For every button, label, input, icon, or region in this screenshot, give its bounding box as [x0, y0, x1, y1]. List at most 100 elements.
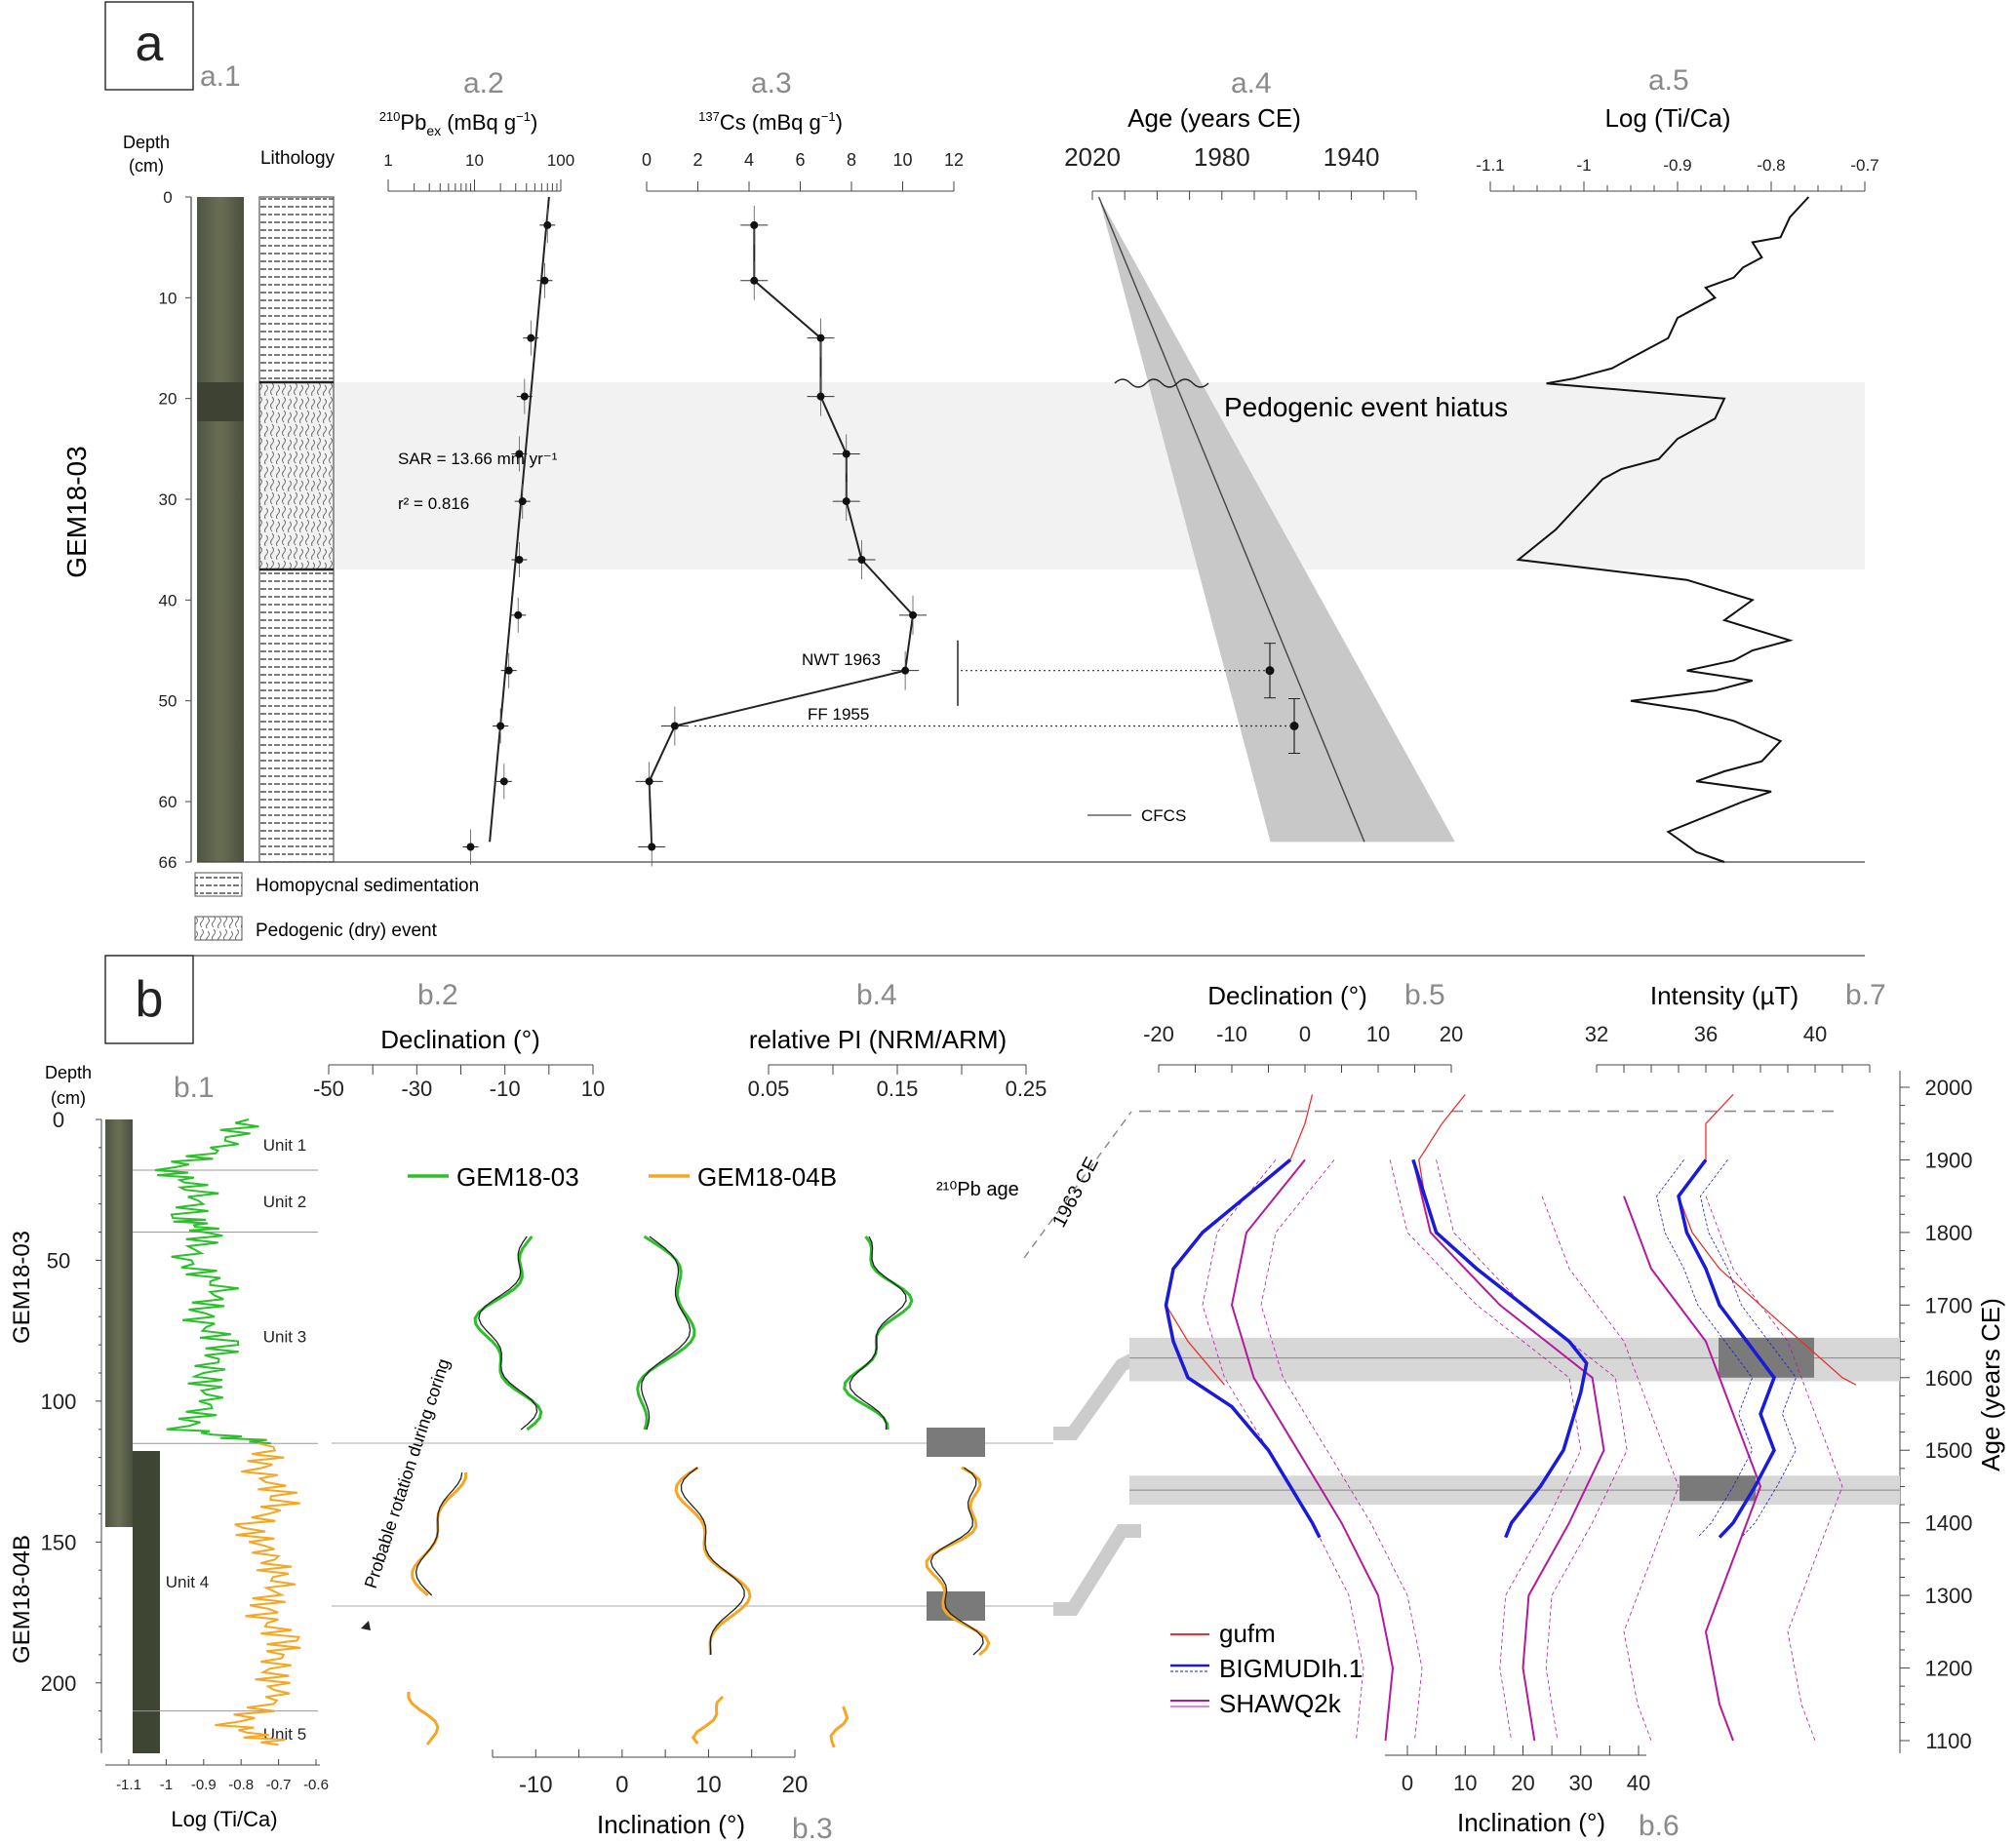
a2-point: [514, 610, 523, 619]
b4-gem18-04b-bottom: [829, 1706, 850, 1748]
a4-axis: 2020 1980 1940: [1064, 142, 1417, 200]
sublabel-a3: a.3: [751, 67, 792, 99]
b2-gem18-04b-smooth: [415, 1471, 463, 1596]
b1-unit-label: Unit 2: [263, 1193, 306, 1211]
a2-plot: [462, 196, 556, 865]
b5-tick-label: -20: [1143, 1022, 1174, 1046]
b1-unit-label: Unit 3: [263, 1327, 306, 1346]
a2-tick-label: 1: [383, 151, 392, 170]
a4-tick-label: 2020: [1064, 142, 1121, 172]
lithology-pedogenic: [258, 381, 335, 570]
a3-point: [750, 220, 759, 229]
age-tick-label: 1700: [1925, 1293, 1973, 1317]
b5-tick-label: 20: [1440, 1022, 1463, 1046]
lithology-homopycnal-bottom: [258, 569, 335, 863]
b3-tick-label: 10: [695, 1772, 722, 1798]
legend-gufm: gufm: [1219, 1619, 1276, 1648]
b6-tick-label: 0: [1402, 1771, 1413, 1795]
b3-tick-label: 0: [615, 1772, 628, 1798]
panel-a-label: a: [136, 16, 164, 72]
sublabel-a1: a.1: [200, 60, 241, 93]
b5-shawq2k-upper: [1260, 1159, 1423, 1742]
cfcs-legend-label: CFCS: [1141, 806, 1186, 825]
a3-point: [645, 777, 653, 786]
b5-tick-label: -10: [1216, 1022, 1247, 1046]
a-depth-label-1: Depth: [123, 133, 170, 152]
a4-tick-label: 1940: [1324, 142, 1380, 172]
b2-gem18-03: [473, 1235, 543, 1431]
core-photo-a-dark-band: [197, 382, 244, 421]
a3-xlabel: 137Cs (mBq g−1): [698, 109, 843, 135]
age-axis-label: Age (years CE): [1976, 1298, 2005, 1471]
a2-point: [540, 276, 549, 285]
a2-tick-label: 100: [547, 151, 574, 170]
b7-tie-box: [1719, 1337, 1814, 1378]
b-depth-label-2: (cm): [51, 1088, 86, 1108]
a3-tick-label: 8: [847, 150, 856, 170]
b3-inclination-axis: -10 0 10 20: [492, 1749, 809, 1798]
a-depth-tick-label: 66: [159, 853, 178, 872]
age-tick-label: 1800: [1925, 1221, 1973, 1245]
a2-point: [527, 333, 535, 342]
a2-point: [515, 556, 524, 564]
b1-series-0: [154, 1118, 271, 1445]
b2-tick-label: -10: [490, 1077, 521, 1101]
b7-xlabel: Intensity (µT): [1650, 981, 1799, 1010]
b2-xlabel: Declination (°): [380, 1025, 540, 1054]
a4-tie-point: [1289, 722, 1299, 730]
sublabel-b2: b.2: [417, 979, 458, 1011]
a5-tick-label: -1.1: [1476, 156, 1504, 175]
b3-gem18-04b-smooth: [680, 1467, 745, 1655]
b4-tick-label: 0.25: [1006, 1077, 1048, 1101]
a3-point: [857, 556, 866, 564]
b7-bigmudi: [1677, 1158, 1776, 1539]
a2-xlabel: 210Pbex (mBq g−1): [379, 109, 538, 138]
a2-point: [499, 777, 508, 786]
a3-axis: 0 2 4 6 8 10 12: [642, 150, 964, 192]
panel-a: a a.1 a.2 a.3 a.4 a.5 Depth (cm) 0102030…: [61, 1, 1879, 941]
b5-xlabel: Declination (°): [1207, 981, 1367, 1010]
age-tick-label: 1900: [1925, 1148, 1973, 1172]
sublabel-a5: a.5: [1648, 64, 1689, 97]
rotation-arrow: [361, 1621, 371, 1630]
a3-point: [670, 722, 679, 730]
a2-point: [504, 666, 513, 675]
b1-unit-label: Unit 4: [166, 1573, 209, 1591]
b1-xtick-label: -0.8: [228, 1777, 254, 1793]
legend-gem18-04b: GEM18-04B: [697, 1162, 837, 1192]
b1-depth-tick-label: 100: [41, 1390, 77, 1414]
b7-shawq2k: [1623, 1196, 1762, 1742]
a5-xlabel: Log (Ti/Ca): [1604, 103, 1730, 133]
a3-point: [750, 276, 759, 285]
hiatus-label: Pedogenic event hiatus: [1224, 392, 1508, 422]
b2-tick-label: -30: [401, 1077, 432, 1101]
a-depth-tick-label: 0: [163, 188, 172, 207]
a5-tick-label: -0.8: [1757, 156, 1785, 175]
b-core-03: GEM18-03: [9, 1231, 35, 1344]
a3-tick-label: 2: [692, 150, 702, 170]
b1-depth-tick-label: 200: [41, 1671, 77, 1696]
lithology-homopycnal-top: [258, 196, 335, 383]
b7-shawq2k-lower: [1541, 1196, 1680, 1742]
b4-gem18-04b: [925, 1466, 991, 1657]
a5-tick-label: -0.7: [1850, 156, 1878, 175]
b1-depth-axis: 0 50 100 150 200: [41, 1108, 102, 1753]
b-right-plot: [1129, 1093, 1900, 1742]
a2-fit-line: [489, 196, 550, 843]
a3-point: [648, 843, 656, 851]
a3-point: [842, 497, 850, 506]
ff-label: FF 1955: [808, 705, 869, 724]
b3-tick-label: 20: [782, 1772, 809, 1798]
age-tick-label: 1600: [1925, 1366, 1973, 1391]
b7-tie-box: [1680, 1475, 1756, 1502]
b6-gufm: [1418, 1093, 1588, 1364]
core-photo-a: [197, 197, 244, 862]
age-tick-label: 1300: [1925, 1584, 1973, 1608]
b1-xtick-label: -0.7: [266, 1777, 292, 1793]
b-right-axes: 2000190018001700160015001400130012001100…: [1143, 1022, 1972, 1795]
a-depth-tick-label: 30: [159, 490, 178, 509]
a3-tick-label: 12: [944, 150, 964, 170]
b6-tick-label: 40: [1627, 1771, 1650, 1795]
a-depth-tick-label: 20: [159, 390, 178, 409]
